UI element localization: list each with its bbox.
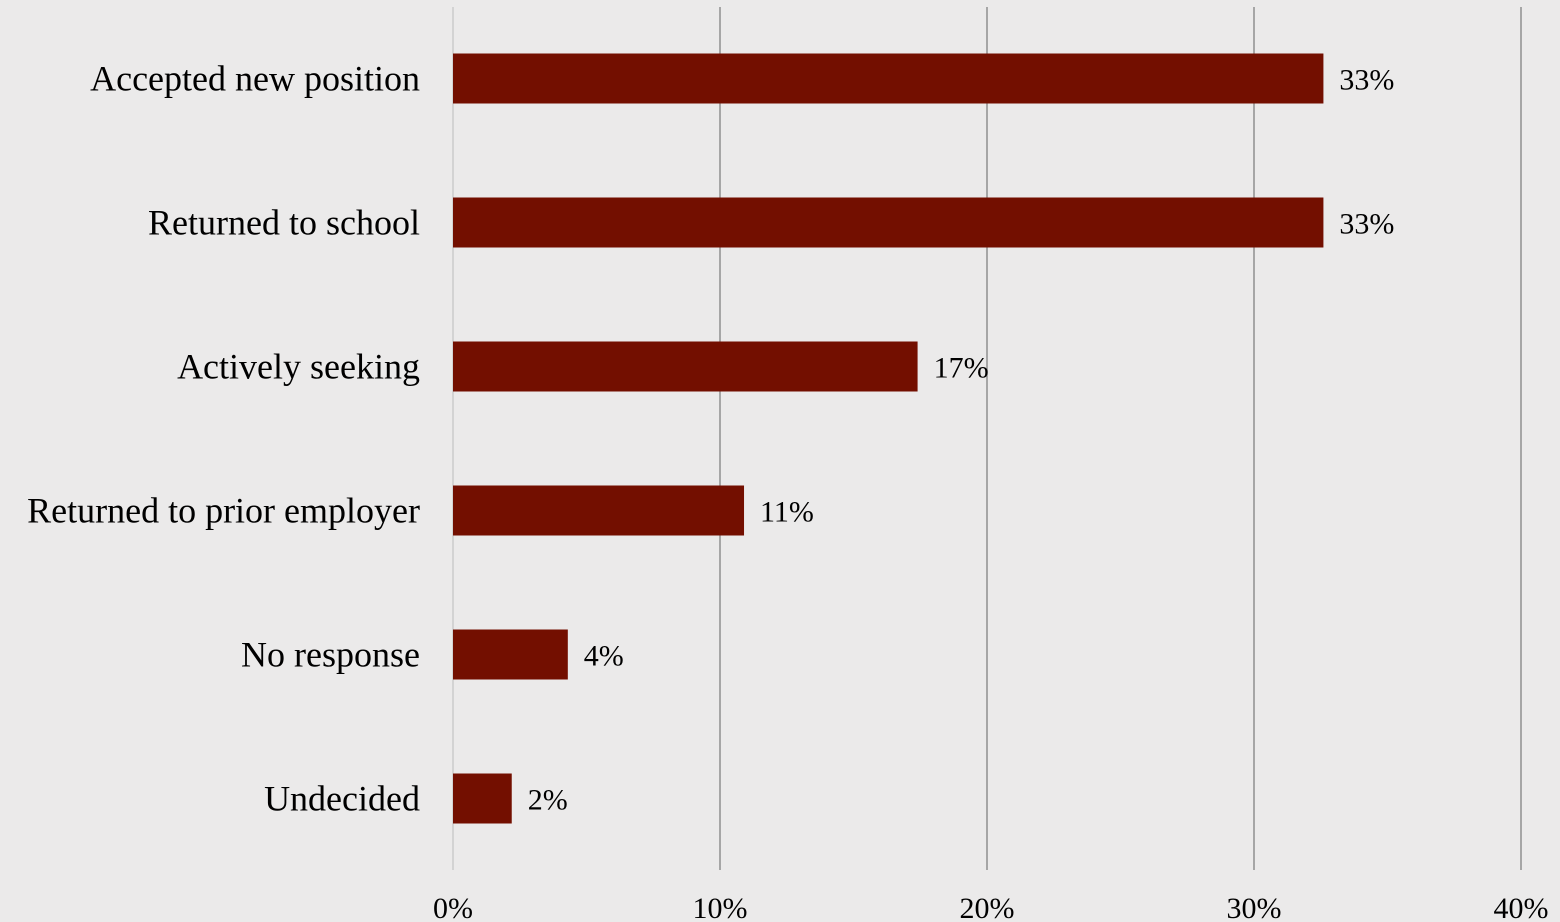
- data-label: 2%: [528, 784, 568, 817]
- data-label: 33%: [1339, 208, 1394, 241]
- category-label: Returned to prior employer: [27, 491, 420, 531]
- bar: [453, 773, 512, 824]
- x-tick-label: 30%: [1227, 892, 1282, 922]
- bar: [453, 197, 1324, 248]
- category-label: Undecided: [264, 779, 420, 819]
- data-label: 11%: [760, 496, 814, 529]
- bars: [453, 53, 1324, 824]
- x-tick-label: 20%: [960, 892, 1015, 922]
- bar: [453, 341, 918, 392]
- data-label: 33%: [1339, 64, 1394, 97]
- data-label: 17%: [934, 352, 989, 385]
- category-label: Actively seeking: [177, 347, 420, 387]
- x-tick-label: 10%: [693, 892, 748, 922]
- bar: [453, 53, 1324, 104]
- category-label: Returned to school: [148, 203, 420, 243]
- category-label: Accepted new position: [90, 59, 420, 99]
- category-label: No response: [241, 635, 420, 675]
- gridlines: [452, 7, 1522, 870]
- bar: [453, 629, 568, 680]
- labels: 0% 10% 20% 30% 40% Accepted new position 33% Re…: [27, 59, 1548, 922]
- data-label: 4%: [584, 640, 624, 673]
- x-tick-label: 40%: [1494, 892, 1549, 922]
- x-tick-label: 0%: [433, 892, 473, 922]
- bar: [453, 485, 745, 536]
